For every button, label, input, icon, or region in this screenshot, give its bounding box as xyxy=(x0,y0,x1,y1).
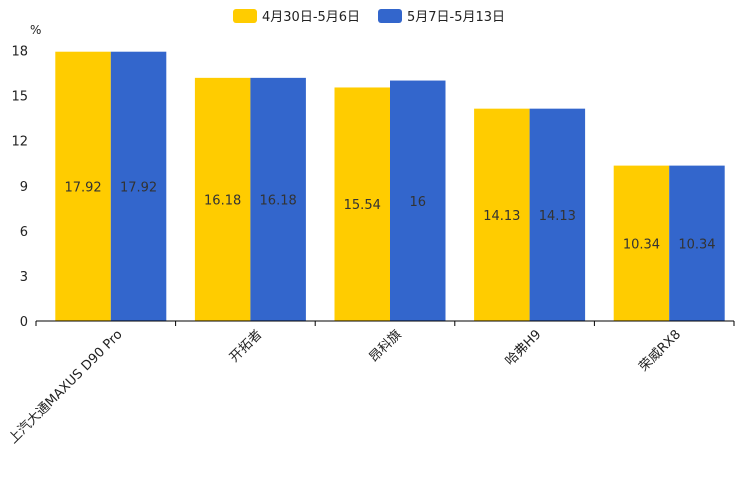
legend: 4月30日-5月6日 5月7日-5月13日 xyxy=(233,9,505,25)
bar-series-1-cat-1 xyxy=(55,51,111,322)
y-axis-unit-label: % xyxy=(30,23,41,37)
bar-series-2-cat-4 xyxy=(529,108,586,321)
legend-label-series-1: 4月30日-5月6日 xyxy=(262,10,360,25)
category-label: 开拓者 xyxy=(227,327,265,365)
bar-series-1-cat-3 xyxy=(334,87,390,322)
data-label-series-2-cat-3: 16 xyxy=(409,195,426,210)
category-label: 昂科旗 xyxy=(366,327,405,366)
category-label: 荣威RX8 xyxy=(636,327,684,375)
y-axis-ticks: 0 3 6 9 12 15 18 xyxy=(11,45,28,331)
bar-series-2-cat-5 xyxy=(669,165,725,321)
legend-swatch-series-1 xyxy=(233,9,257,23)
data-label-series-1-cat-3: 15.54 xyxy=(344,198,381,213)
data-label-series-1-cat-4: 14.13 xyxy=(483,209,520,224)
bar-series-2-cat-2 xyxy=(250,77,306,321)
category-labels: 上汽大通MAXUS D90 Pro 开拓者 昂科旗 哈弗H9 荣威RX8 xyxy=(6,327,684,447)
data-labels: 17.92 17.92 16.18 16.18 15.54 16 14.13 14.13 10.… xyxy=(64,180,715,252)
legend-label-series-2: 5月7日-5月13日 xyxy=(407,10,505,25)
bar-series-1-cat-4 xyxy=(474,108,530,321)
y-tick-label: 6 xyxy=(20,225,28,240)
data-label-series-1-cat-5: 10.34 xyxy=(623,237,660,252)
data-label-series-2-cat-4: 14.13 xyxy=(539,209,576,224)
bar-series-2-cat-3 xyxy=(390,80,446,321)
bars xyxy=(55,51,725,322)
data-label-series-1-cat-2: 16.18 xyxy=(204,193,241,208)
category-label: 哈弗H9 xyxy=(503,327,545,369)
data-label-series-2-cat-5: 10.34 xyxy=(678,237,715,252)
y-tick-label: 18 xyxy=(11,45,28,60)
y-tick-label: 0 xyxy=(20,315,28,330)
data-label-series-1-cat-1: 17.92 xyxy=(64,180,101,195)
bar-series-2-cat-1 xyxy=(110,51,167,322)
legend-swatch-series-2 xyxy=(378,9,402,23)
y-tick-label: 3 xyxy=(20,270,28,285)
y-tick-label: 15 xyxy=(11,90,28,105)
data-label-series-2-cat-1: 17.92 xyxy=(120,180,157,195)
y-tick-label: 9 xyxy=(20,180,28,195)
data-label-series-2-cat-2: 16.18 xyxy=(260,193,297,208)
bar-series-1-cat-2 xyxy=(194,77,251,321)
y-tick-label: 12 xyxy=(11,135,28,150)
bar-series-1-cat-5 xyxy=(613,165,670,321)
category-label: 上汽大通MAXUS D90 Pro xyxy=(6,327,126,447)
x-axis-ticks xyxy=(35,321,735,326)
